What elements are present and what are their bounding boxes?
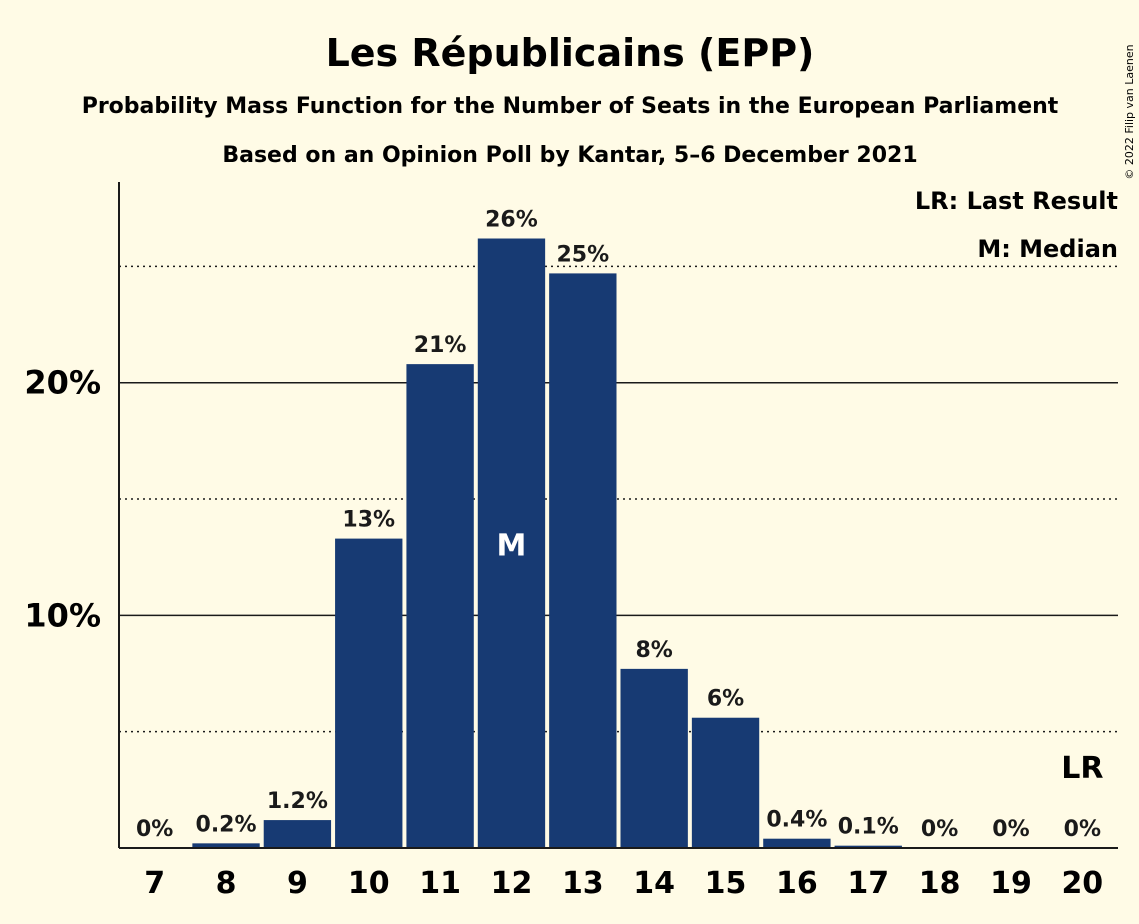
x-tick-label: 19 [990,866,1032,901]
bar-seats-10 [335,538,403,848]
bar-value-label: 0% [136,817,173,842]
bar-seats-16 [763,838,831,848]
x-tick-label: 10 [348,866,390,901]
bar-seats-15 [691,717,760,848]
bar-seats-13 [549,273,617,848]
x-tick-label: 7 [144,866,165,901]
x-tick-label: 13 [562,866,604,901]
x-tick-label: 9 [287,866,308,901]
chart-subtitle-poll: Based on an Opinion Poll by Kantar, 5–6 … [222,143,917,168]
bar-value-label: 25% [556,242,609,267]
x-tick-label: 16 [776,866,818,901]
bar-value-label: 0% [1064,817,1101,842]
bar-value-labels: 0% 0.2% 1.2% 13% 21% 26% M 25% 8% 6% 0.4% 0.1% 0% 0% 0… [133,205,1104,845]
bar-seats-8 [192,843,260,848]
axes: 10% 20% 7 8 9 10 11 12 13 14 15 16 17 18 19 20 [24,182,1118,901]
bar-seats-11 [406,364,474,848]
last-result-marker: LR [1061,751,1103,786]
x-tick-label: 12 [491,866,533,901]
y-tick-label: 10% [24,596,101,634]
chart-title: Les Républicains (EPP) [326,31,815,75]
bar-value-label: 26% [485,208,538,233]
copyright-note: © 2022 Filip van Laenen [1123,44,1136,179]
bar-seats-14 [620,668,688,848]
legend-median: M: Median [977,235,1118,263]
gridlines [119,265,1118,733]
x-tick-label: 17 [847,866,889,901]
y-tick-label: 20% [24,364,101,402]
bar-seats-9 [263,820,332,848]
x-tick-label: 8 [216,866,237,901]
x-tick-label: 14 [633,866,675,901]
bar-value-label: 6% [707,687,744,712]
x-tick-label: 11 [419,866,461,901]
x-tick-label: 15 [705,866,747,901]
bar-value-label: 1.2% [267,789,328,814]
chart-subtitle: Probability Mass Function for the Number… [82,94,1059,119]
median-marker: M [497,528,527,563]
x-tick-label: 18 [919,866,961,901]
bar-value-label: 0.4% [766,808,827,833]
bar-value-label: 13% [342,508,395,533]
x-tick-label: 20 [1061,866,1103,901]
bar-value-label: 0% [921,817,958,842]
bar-value-label: 0.2% [196,812,257,837]
bar-value-label: 21% [414,333,467,358]
bar-value-label: 0% [992,817,1029,842]
bar-value-label: 0.1% [838,815,899,840]
bars [192,238,902,849]
bar-seats-17 [834,845,902,848]
legend-last-result: LR: Last Result [915,187,1118,215]
bar-value-label: 8% [635,638,672,663]
bar-seats-12 [477,238,546,849]
